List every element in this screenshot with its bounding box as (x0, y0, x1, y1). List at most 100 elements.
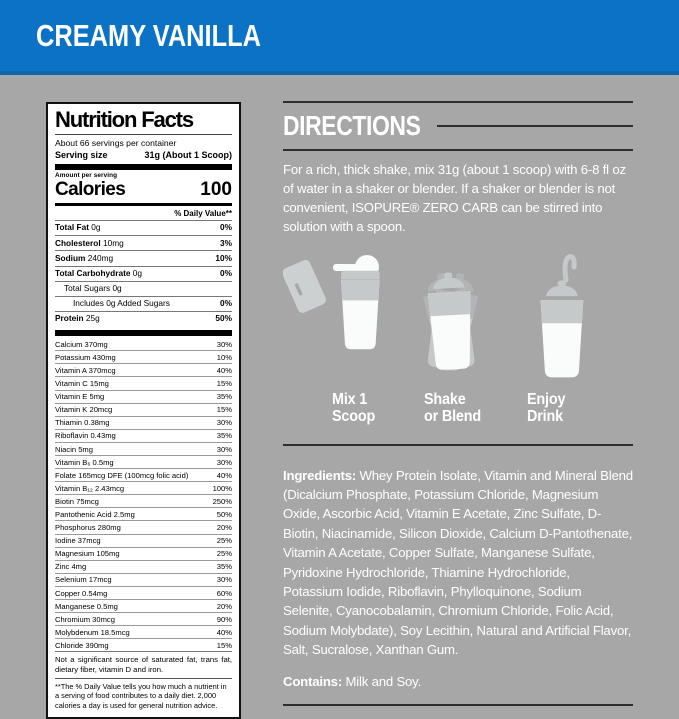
nutrient-row: Sodium 240mg 10% (55, 250, 232, 265)
nutrient-name: Total Carbohydrate (55, 267, 131, 278)
flavor-title: CREAMY VANILLA (36, 17, 262, 53)
step-mix: Mix 1 Scoop (282, 254, 400, 427)
nutrient-name: Total Fat (55, 222, 89, 233)
step-label: Shake or Blend (424, 390, 481, 426)
nutrient-amount: 0g (132, 267, 142, 278)
micronutrient-row: Vitamin B₆ 0.5mg 30% (55, 455, 232, 468)
nutrition-facts-title: Nutrition Facts (55, 107, 194, 132)
amount-per-serving: Amount per serving (55, 171, 118, 179)
nutrient-row: Total Sugars 0g (55, 280, 232, 296)
micronutrient-name: Vitamin E 5mg (55, 392, 105, 402)
micronutrient-name: Vitamin B₁₂ 2.43mcg (55, 483, 125, 493)
micronutrient-dv: 40% (216, 365, 232, 375)
scoop-cup-icon (282, 254, 395, 386)
micronutrient-name: Vitamin C 15mg (55, 379, 109, 389)
nutrient-amount: 25g (85, 313, 100, 324)
nutrient-name: Sodium (55, 252, 86, 263)
nutrient-row: Total Fat 0g 0% (55, 220, 232, 235)
micronutrient-row: Pantothenic Acid 2.5mg 50% (55, 507, 232, 520)
shaker-shake-icon (400, 254, 512, 386)
micronutrient-name: Folate 165mcg DFE (100mcg folic acid) (55, 470, 189, 480)
micronutrient-name: Pantothenic Acid 2.5mg (55, 509, 135, 519)
nutrient-name: Includes 0g Added Sugars (73, 298, 170, 309)
nutrient-dv: 0% (220, 267, 232, 278)
calories-label: Calories (55, 178, 126, 200)
micronutrient-dv: 90% (216, 614, 232, 624)
nutrient-row: Cholesterol 10mg 3% (55, 235, 232, 250)
micronutrient-dv: 100% (212, 483, 232, 493)
micronutrient-row: Thiamin 0.38mg 30% (55, 415, 232, 429)
micronutrient-row: Phosphorus 280mg 20% (55, 520, 232, 533)
micronutrient-dv: 25% (216, 549, 232, 559)
micronutrient-row: Vitamin K 20mcg 15% (55, 402, 232, 416)
daily-value-header: % Daily Value** (174, 209, 232, 219)
contains-label: Contains: (283, 673, 343, 689)
micronutrient-dv: 35% (216, 562, 232, 572)
micronutrient-name: Molybdenum 18.5mcg (55, 627, 130, 637)
micronutrient-row: Vitamin C 15mg 15% (55, 376, 232, 389)
thick-divider (55, 330, 232, 337)
micronutrient-row: Molybdenum 18.5mcg 40% (55, 625, 232, 638)
micronutrient-row: Folate 165mcg DFE (100mcg folic acid) 40% (55, 468, 232, 481)
micronutrient-name: Chromium 30mcg (55, 614, 115, 624)
micronutrient-name: Phosphorus 280mg (55, 523, 121, 533)
micronutrient-dv: 15% (216, 405, 232, 415)
micronutrient-dv: 20% (216, 601, 232, 611)
nutrient-name: Cholesterol (55, 237, 101, 248)
micronutrient-dv: 25% (216, 536, 232, 546)
micronutrient-name: Potassium 430mg (55, 352, 116, 362)
nutrient-amount: 0g (91, 222, 101, 233)
calories-row: Calories 100 (55, 179, 232, 201)
micronutrient-name: Manganese 0.5mg (55, 601, 118, 611)
nutrient-dv: 0% (220, 222, 232, 233)
micronutrient-name: Vitamin A 370mcg (55, 365, 116, 375)
step-enjoy: Enjoy Drink (517, 253, 634, 427)
micronutrient-name: Niacin 5mg (55, 444, 93, 454)
micronutrient-row: Chloride 390mg 15% (55, 638, 232, 651)
directions-steps: Mix 1 Scoop Shake or Blend (282, 253, 634, 427)
micronutrient-row: Biotin 75mcg 250% (55, 494, 232, 507)
micronutrient-row: Iodine 37mcg 25% (55, 533, 232, 547)
micronutrient-row: Calcium 370mg 30% (55, 338, 232, 350)
micronutrient-dv: 60% (216, 588, 232, 598)
directions-header: DIRECTIONS (283, 103, 633, 149)
micronutrient-name: Selenium 17mcg (55, 575, 112, 585)
serving-size-label: Serving size (55, 149, 108, 160)
nutrient-name: Total Sugars (64, 282, 111, 293)
nutrient-dv: 3% (220, 237, 232, 248)
ingredients-label: Ingredients: (283, 467, 357, 483)
micronutrient-name: Calcium 370mg (55, 339, 108, 349)
micronutrient-name: Vitamin B₆ 0.5mg (55, 457, 114, 467)
nutrient-dv: 50% (215, 313, 232, 324)
micronutrient-row: Vitamin A 370mcg 40% (55, 363, 232, 376)
micronutrient-row: Selenium 17mcg 30% (55, 572, 232, 586)
micronutrient-row: Potassium 430mg 10% (55, 350, 232, 363)
nutrient-name: Protein (55, 313, 84, 324)
micronutrient-row: Manganese 0.5mg 20% (55, 599, 232, 612)
micronutrient-row: Vitamin B₁₂ 2.43mcg 100% (55, 481, 232, 494)
micronutrient-dv: 40% (216, 470, 232, 480)
step-label: Mix 1 Scoop (332, 390, 376, 426)
nutrient-dv: 0% (220, 298, 232, 309)
micronutrient-row: Chromium 30mcg 90% (55, 612, 232, 625)
micronutrient-row: Niacin 5mg 30% (55, 441, 232, 455)
calories-value: 100 (200, 178, 232, 200)
serving-size-row: Serving size 31g (About 1 Scoop) (55, 150, 232, 160)
micronutrient-dv: 10% (216, 352, 232, 362)
step-shake: Shake or Blend (400, 254, 517, 427)
micronutrient-dv: 20% (216, 523, 232, 533)
directions-panel: DIRECTIONS For a rich, thick shake, mix … (282, 101, 634, 706)
micronutrient-dv: 30% (216, 457, 232, 467)
nutrient-row: Includes 0g Added Sugars 0% (55, 295, 232, 311)
step-label: Enjoy Drink (527, 390, 566, 426)
micronutrient-dv: 35% (216, 392, 232, 402)
micronutrient-dv: 30% (216, 444, 232, 454)
shaker-drink-icon (517, 253, 629, 386)
divider (55, 133, 232, 135)
directions-text: For a rich, thick shake, mix 31g (about … (283, 162, 626, 235)
micronutrient-name: Biotin 75mcg (55, 496, 99, 506)
nutrition-facts-panel: Nutrition Facts About 66 servings per co… (46, 102, 241, 719)
divider (283, 443, 633, 446)
micronutrient-dv: 30% (216, 339, 232, 349)
micronutrient-name: Vitamin K 20mcg (55, 405, 113, 415)
